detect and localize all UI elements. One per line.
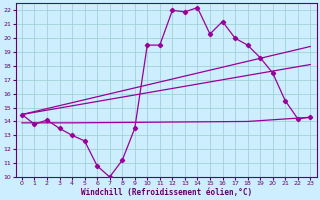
X-axis label: Windchill (Refroidissement éolien,°C): Windchill (Refroidissement éolien,°C) [81, 188, 252, 197]
